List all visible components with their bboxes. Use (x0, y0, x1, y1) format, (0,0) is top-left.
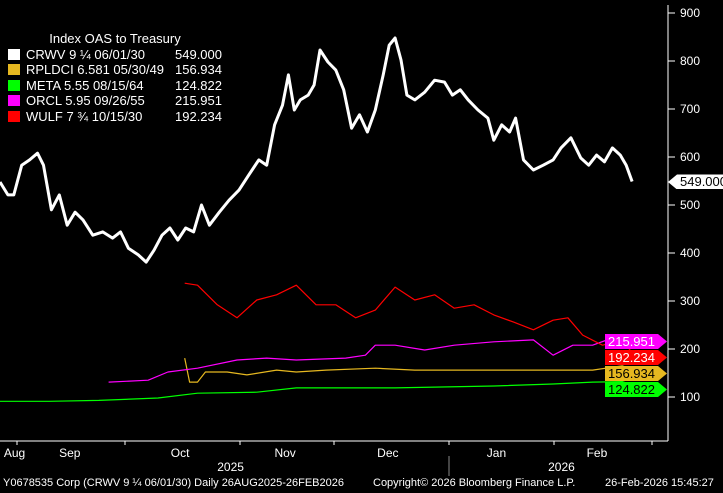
legend-swatch (8, 79, 20, 91)
last-value-tag: 156.934 (605, 366, 667, 381)
y-tick-label: 700 (680, 102, 701, 116)
y-tick-label: 100 (680, 390, 701, 404)
legend-label: RPLDCI 6.581 05/30/49 (26, 62, 165, 77)
legend-value: 215.951 (175, 93, 222, 108)
legend-value: 124.822 (175, 77, 222, 93)
legend-label: CRWV 9 ¼ 06/01/30 (26, 46, 145, 62)
month-label: Oct (170, 446, 190, 460)
y-tick-label: 500 (680, 198, 701, 212)
series-line-rpldci (184, 357, 633, 383)
legend-label: ORCL 5.95 09/26/55 (26, 93, 145, 108)
month-label: Feb (586, 446, 608, 460)
legend-item: WULF 7 ¾ 10/15/30 192.234 (4, 109, 226, 125)
month-label: Nov (274, 446, 296, 460)
last-value-tag: 192.234 (605, 350, 667, 365)
legend-swatch (8, 64, 20, 76)
footer-timestamp: 26-Feb-2026 15:45:27 (605, 477, 714, 489)
legend-value: 549.000 (175, 46, 222, 62)
month-label: Sep (59, 446, 81, 460)
last-value-tag: 549.000 (668, 174, 723, 190)
legend-item: ORCL 5.95 09/26/55 215.951 (4, 93, 226, 109)
legend-label: WULF 7 ¾ 10/15/30 (26, 108, 143, 124)
legend-swatch (8, 110, 20, 122)
y-tick-label: 600 (680, 150, 701, 164)
month-label: Dec (377, 446, 399, 460)
legend-label: META 5.55 08/15/64 (26, 77, 144, 93)
legend-swatch (8, 48, 20, 60)
y-tick-label: 900 (680, 6, 701, 20)
legend-swatch (8, 95, 20, 107)
series-line-wulf (184, 282, 633, 354)
year-label: 2025 (217, 460, 244, 474)
month-label: Aug (3, 446, 26, 460)
y-tick-label: 800 (680, 54, 701, 68)
month-label: Jan (486, 446, 507, 460)
y-tick-label: 400 (680, 246, 701, 260)
footer-security: Y0678535 Corp (CRWV 9 ¼ 06/01/30) Daily … (3, 477, 344, 489)
legend: Index OAS to Treasury CRWV 9 ¼ 06/01/30 5… (4, 30, 226, 130)
y-tick-label: 200 (680, 342, 701, 356)
legend-item: RPLDCI 6.581 05/30/49 156.934 (4, 62, 226, 78)
series-line-crwv (0, 36, 634, 264)
last-value-tag: 124.822 (605, 382, 667, 397)
legend-title: Index OAS to Treasury (49, 31, 181, 46)
footer-copyright: Copyright© 2026 Bloomberg Finance L.P. (373, 477, 576, 489)
legend-item: CRWV 9 ¼ 06/01/30 549.000 (4, 47, 226, 63)
series-line-orcl (108, 337, 633, 383)
legend-value: 192.234 (175, 108, 222, 124)
year-label: 2026 (548, 460, 575, 474)
series-line-meta (0, 381, 633, 402)
last-value-tag: 215.951 (605, 334, 667, 349)
y-tick-label: 300 (680, 294, 701, 308)
legend-item: META 5.55 08/15/64 124.822 (4, 78, 226, 94)
legend-value: 156.934 (175, 62, 222, 77)
